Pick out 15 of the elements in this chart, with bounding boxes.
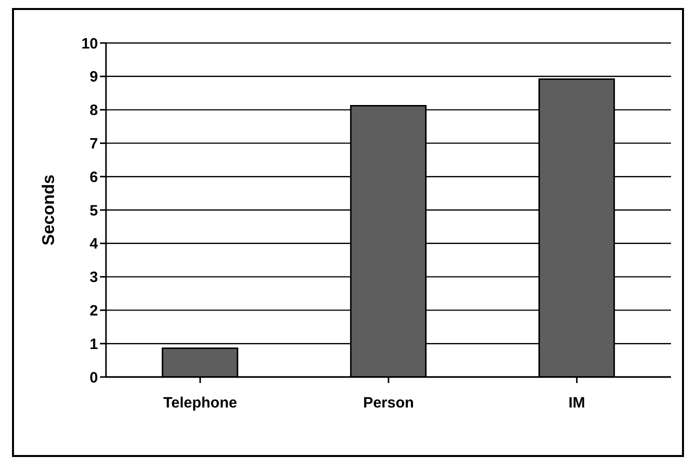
x-tick-label: IM [568,394,586,412]
y-tick-label: 0 [90,369,98,386]
y-tick-label: 2 [90,302,98,320]
y-tick-label: 8 [90,102,98,120]
x-tick-label: Person [363,394,414,412]
y-tick-label: 3 [90,269,98,286]
x-tick-label: Telephone [163,394,238,412]
y-tick-label: 9 [90,68,98,86]
y-axis-title: Seconds [39,174,58,246]
y-tick-label: 6 [90,168,98,186]
y-tick-label: 1 [90,336,98,353]
y-tick-label: 7 [90,136,98,153]
y-tick-label: 10 [81,35,98,52]
y-tick-label: 5 [90,202,98,220]
y-tick-label: 4 [90,236,99,253]
